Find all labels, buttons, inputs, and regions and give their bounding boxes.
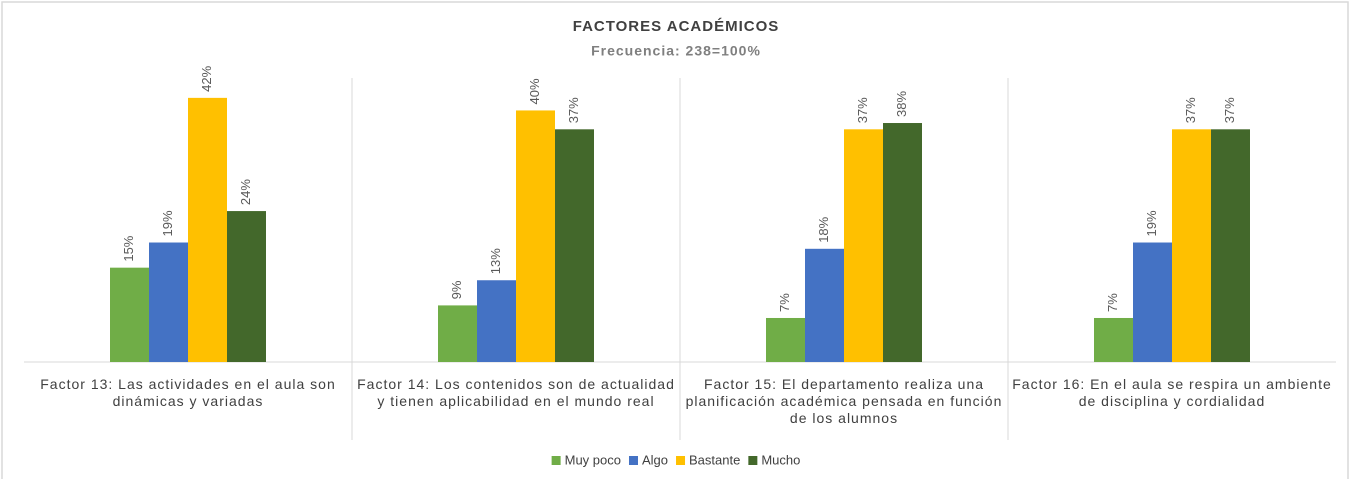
legend-label: Bastante (689, 452, 740, 467)
legend-swatch (676, 456, 686, 465)
x-tick-label: Factor 15: El departamento realiza una p… (685, 376, 1003, 426)
data-label: 37% (566, 97, 581, 123)
data-label: 13% (488, 248, 503, 274)
legend-label: Mucho (761, 452, 800, 467)
bar (1094, 317, 1133, 362)
x-tick-label: Factor 13: Las actividades en el aula so… (40, 376, 336, 409)
bar (805, 248, 844, 362)
x-tick-label: Factor 16: En el aula se respira un ambi… (1012, 376, 1332, 409)
chart-subtitle: Frecuencia: 238=100% (591, 43, 761, 59)
bar (1172, 129, 1211, 362)
data-label: 15% (121, 235, 136, 261)
legend-swatch (748, 456, 758, 465)
data-label: 38% (894, 91, 909, 117)
data-label: 7% (777, 293, 792, 312)
data-label: 37% (1222, 97, 1237, 123)
bar (766, 317, 805, 362)
bar (477, 280, 516, 362)
data-label: 19% (1144, 210, 1159, 236)
bar (844, 129, 883, 362)
data-label: 40% (527, 78, 542, 104)
x-tick-label: Factor 14: Los contenidos son de actuali… (357, 376, 675, 409)
data-label: 9% (449, 280, 464, 299)
data-label: 19% (160, 210, 175, 236)
data-label: 18% (816, 216, 831, 242)
bar (516, 110, 555, 362)
bar (188, 97, 227, 362)
bar (438, 305, 477, 362)
chart-title: FACTORES ACADÉMICOS (573, 18, 780, 35)
bar (883, 123, 922, 363)
data-label: 42% (199, 65, 214, 91)
data-label: 24% (238, 179, 253, 205)
data-label: 7% (1105, 293, 1120, 312)
data-label: 37% (1183, 97, 1198, 123)
bar (1133, 242, 1172, 362)
bar (149, 242, 188, 362)
bar (110, 267, 149, 362)
bar (227, 211, 266, 362)
bar (1211, 129, 1250, 362)
legend-swatch (551, 456, 561, 465)
legend-swatch (628, 456, 638, 465)
data-label: 37% (855, 97, 870, 123)
legend-label: Muy poco (565, 452, 621, 467)
bar (555, 129, 594, 362)
legend-label: Algo (642, 452, 668, 467)
